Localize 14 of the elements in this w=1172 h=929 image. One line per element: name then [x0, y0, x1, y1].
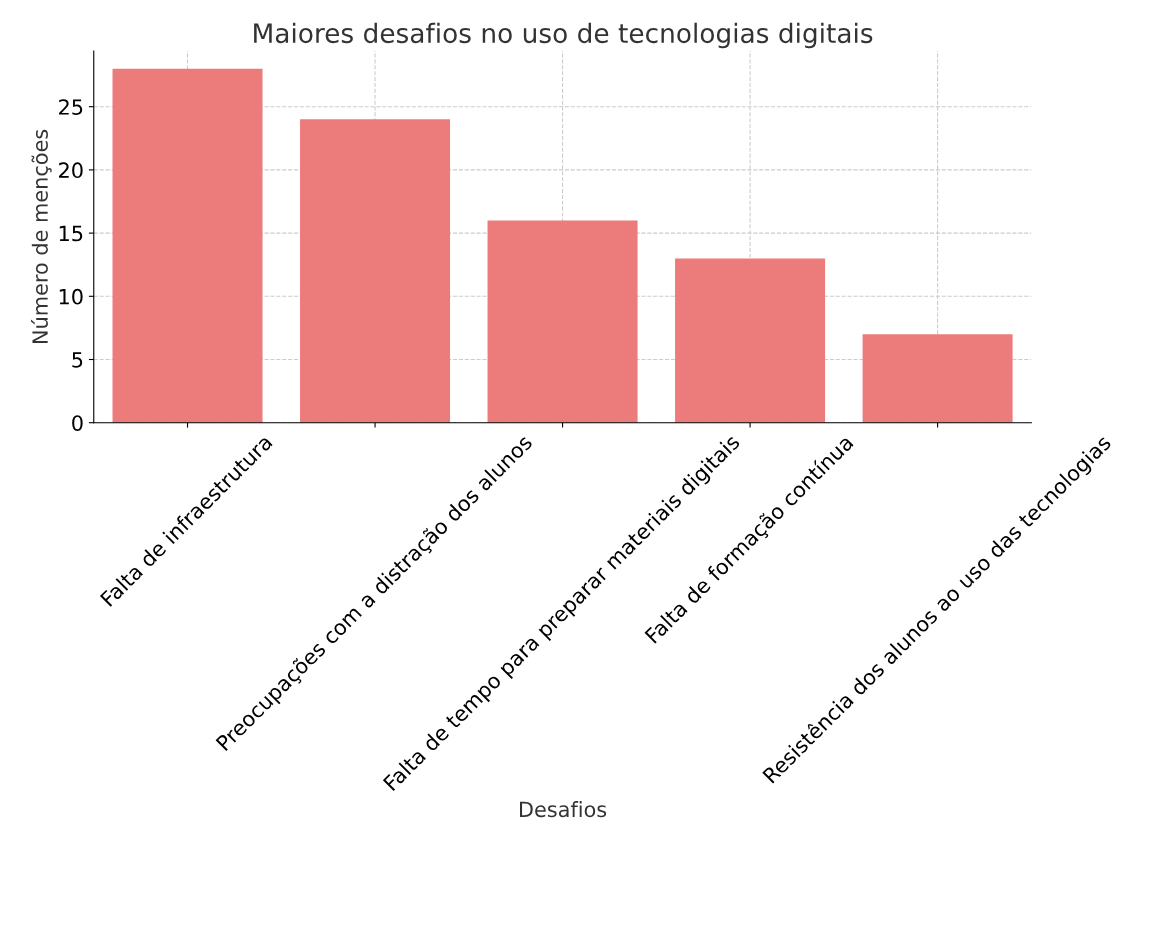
y-axis-title: Número de menções — [30, 129, 52, 343]
bar — [300, 119, 451, 423]
y-tick-label: 10 — [59, 288, 83, 305]
y-tick-label: 0 — [72, 415, 83, 431]
y-tick-label: 5 — [72, 352, 83, 368]
bar — [487, 220, 638, 423]
y-tick-label: 20 — [59, 162, 83, 179]
x-axis-title: Desafios — [520, 801, 607, 818]
y-tick-label: 15 — [59, 225, 83, 242]
bar — [112, 68, 263, 423]
bar — [675, 258, 826, 423]
chart-title: Maiores desafios no uso de tecnologias digitais — [254, 22, 873, 49]
y-tick-label: 25 — [59, 99, 83, 115]
bar — [862, 334, 1013, 423]
